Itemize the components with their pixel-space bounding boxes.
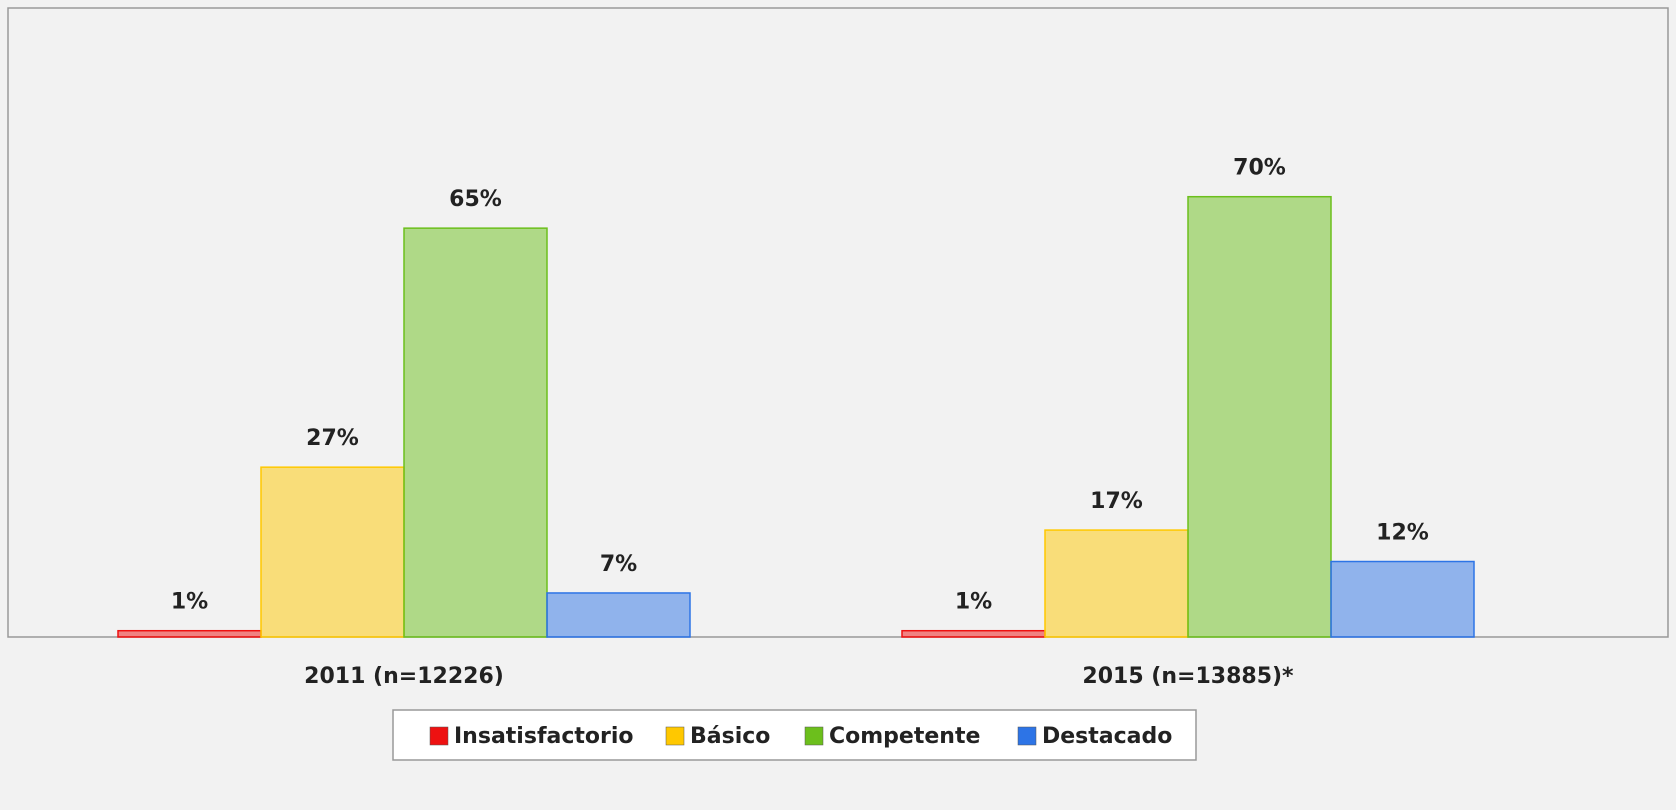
data-label: 65% — [449, 187, 502, 212]
data-label: 27% — [306, 426, 359, 451]
legend-swatch — [429, 726, 449, 746]
data-label: 70% — [1233, 156, 1286, 181]
bar — [403, 227, 548, 638]
legend-swatch — [804, 726, 824, 746]
bar — [901, 629, 1046, 638]
legend-label: Básico — [690, 724, 770, 749]
bar — [260, 466, 405, 638]
data-label: 12% — [1376, 521, 1429, 546]
data-label: 1% — [955, 590, 992, 615]
data-label: 1% — [171, 590, 208, 615]
bar — [1187, 195, 1332, 638]
x-tick-label: 2015 (n=13885)* — [1082, 664, 1294, 689]
legend-label: Competente — [829, 724, 980, 749]
data-label: 7% — [600, 552, 637, 577]
legend-swatch — [665, 726, 685, 746]
legend-label: Destacado — [1042, 724, 1172, 749]
legend-label: Insatisfactorio — [454, 724, 634, 749]
bar — [1330, 560, 1475, 638]
bar — [117, 629, 262, 638]
bar — [1044, 529, 1189, 638]
legend-box — [392, 709, 1197, 761]
data-label: 17% — [1090, 489, 1143, 514]
legend-swatch — [1017, 726, 1037, 746]
x-tick-label: 2011 (n=12226) — [304, 664, 504, 689]
bar — [546, 592, 691, 638]
